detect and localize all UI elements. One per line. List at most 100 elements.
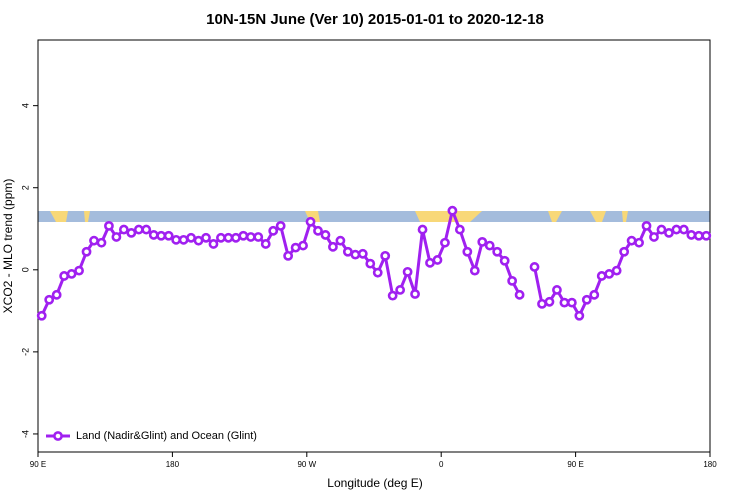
data-point	[44, 294, 55, 305]
data-point	[283, 250, 294, 261]
data-point	[686, 230, 697, 240]
data-point	[656, 224, 667, 235]
data-point	[133, 224, 144, 235]
data-point	[51, 289, 62, 300]
data-point	[693, 230, 704, 241]
data-point	[447, 205, 458, 216]
data-point	[81, 246, 92, 257]
data-point	[186, 232, 196, 243]
data-point	[111, 232, 122, 242]
data-point	[380, 250, 391, 261]
data-point	[216, 232, 226, 243]
data-point	[604, 269, 615, 279]
data-point	[432, 255, 443, 265]
data-point	[589, 289, 600, 300]
data-point	[74, 265, 84, 276]
data-point	[574, 310, 585, 321]
data-point	[649, 232, 659, 242]
data-point	[440, 237, 450, 248]
data-point	[611, 265, 622, 276]
data-point	[156, 230, 167, 241]
data-point	[641, 220, 652, 231]
data-point	[238, 230, 249, 241]
legend-marker	[53, 431, 63, 441]
x-tick-label: 90 E	[30, 460, 46, 469]
data-point	[425, 257, 435, 268]
data-point	[544, 296, 555, 307]
data-point	[118, 224, 129, 235]
data-point	[559, 297, 570, 308]
data-point	[126, 227, 137, 238]
data-point	[320, 230, 331, 240]
data-point	[454, 224, 465, 235]
data-point	[507, 275, 518, 286]
data-point	[163, 230, 174, 241]
data-point	[66, 269, 77, 279]
data-point	[664, 227, 674, 238]
y-tick-label: 2	[20, 185, 30, 190]
data-point	[253, 232, 264, 242]
data-point	[305, 216, 316, 227]
data-point	[350, 249, 361, 260]
x-tick-label: 90 W	[297, 460, 316, 469]
data-point	[313, 225, 323, 236]
y-tick-label: -2	[20, 348, 30, 356]
data-point	[410, 289, 420, 299]
data-point	[626, 235, 637, 246]
data-point	[290, 242, 301, 253]
data-point	[477, 236, 488, 247]
data-point	[566, 297, 577, 308]
x-axis-label: Longitude (deg E)	[327, 476, 422, 490]
data-point	[619, 246, 630, 257]
data-point	[208, 239, 219, 249]
data-point	[701, 230, 712, 241]
data-point	[537, 298, 547, 309]
data-point	[171, 234, 182, 245]
data-point	[402, 266, 413, 277]
data-point	[245, 232, 256, 242]
data-point	[469, 265, 480, 276]
data-point	[514, 289, 525, 300]
data-point	[365, 258, 376, 269]
data-point	[89, 235, 99, 246]
data-point	[275, 220, 286, 231]
data-point	[178, 234, 189, 245]
data-point	[298, 240, 308, 251]
y-tick-label: 0	[20, 267, 30, 272]
data-point	[484, 240, 495, 251]
data-point	[342, 246, 353, 257]
y-tick-label: -4	[20, 430, 30, 438]
x-tick-label: 0	[439, 460, 444, 469]
x-tick-label: 90 E	[567, 460, 583, 469]
data-point	[634, 237, 644, 248]
y-axis-label: XCO2 - MLO trend (ppm)	[1, 179, 15, 314]
data-point	[596, 271, 607, 281]
data-point	[223, 232, 234, 243]
data-point	[387, 290, 398, 301]
data-point	[335, 235, 346, 246]
data-point	[581, 294, 592, 305]
x-tick-label: 180	[166, 460, 180, 469]
data-point	[104, 220, 114, 231]
data-point	[193, 235, 204, 246]
data-point	[230, 232, 241, 243]
data-point	[328, 241, 338, 252]
data-point	[357, 248, 368, 259]
data-point	[499, 255, 510, 266]
data-point	[529, 262, 540, 272]
land-ocean-band	[38, 211, 710, 222]
data-point	[372, 267, 383, 278]
data-point	[492, 246, 503, 257]
data-point	[260, 239, 271, 249]
data-point	[96, 237, 107, 248]
data-point	[201, 232, 211, 243]
data-point	[395, 285, 406, 295]
data-point	[141, 224, 152, 235]
plot-frame	[37, 39, 711, 453]
data-point	[671, 224, 682, 235]
y-tick-label: 4	[20, 103, 30, 108]
data-point	[417, 224, 428, 235]
legend-label: Land (Nadir&Glint) and Ocean (Glint)	[76, 430, 257, 442]
chart-title: 10N-15N June (Ver 10) 2015-01-01 to 2020…	[206, 11, 544, 28]
